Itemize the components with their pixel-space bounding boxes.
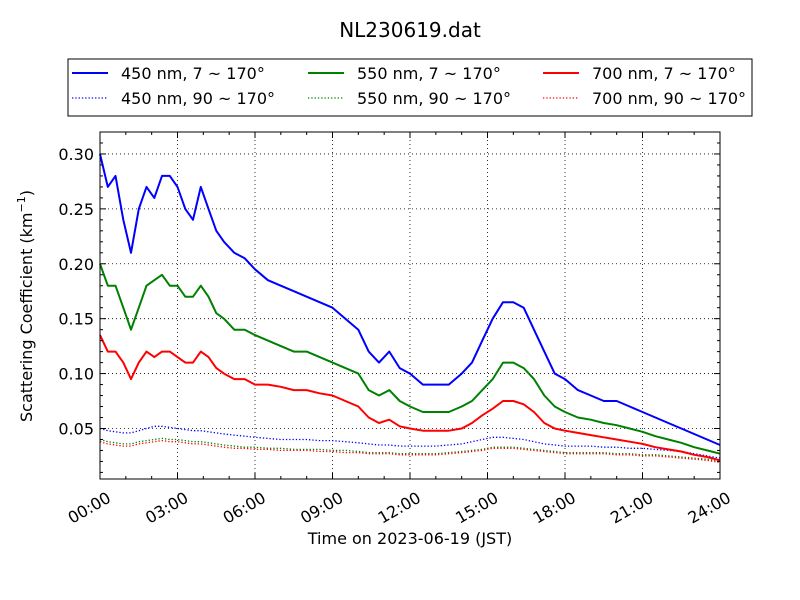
y-tick-label: 0.25 [58,200,94,219]
y-tick-label: 0.30 [58,145,94,164]
y-tick-labels: 0.05 0.10 0.15 0.20 0.25 0.30 [58,145,94,439]
x-tick-label: 06:00 [220,488,269,528]
x-axis-title: Time on 2023-06-19 (JST) [307,529,512,548]
y-axis-title-exponent: −1 [15,196,28,212]
chart-title: NL230619.dat [339,18,481,42]
series-line-3 [99,437,721,463]
x-tick-label: 03:00 [142,488,191,528]
y-tick-label: 0.05 [58,419,94,438]
series-layer [99,153,721,464]
x-tick-label: 24:00 [685,488,734,528]
legend-frame [67,58,753,117]
x-tick-label: 15:00 [452,488,501,528]
series-line-1 [99,425,721,459]
series-line-4 [99,334,721,462]
x-tick-label: 18:00 [530,488,579,528]
plot-background [100,132,720,479]
series-line-0 [99,153,721,446]
y-tick-label: 0.15 [58,310,94,329]
y-tick-label: 0.20 [58,255,94,274]
legend-label-5: 700 nm, 90 ~ 170° [592,89,746,108]
y-axis-title-close: ) [17,190,36,196]
x-tick-labels: 00:00 03:00 06:00 09:00 12:00 15:00 18:00 21:00… [65,488,734,528]
y-axis-title-main: Scattering Coefficient (km [17,212,36,422]
grid-lines [100,132,720,479]
y-tick-label: 0.10 [58,365,94,384]
legend-label-2: 550 nm, 7 ~ 170° [357,64,501,83]
legend-label-1: 450 nm, 90 ~ 170° [121,89,275,108]
legend-label-3: 550 nm, 90 ~ 170° [357,89,511,108]
series-line-2 [99,263,721,455]
y-axis-title: Scattering Coefficient (km−1) [15,190,36,422]
series-line-5 [99,439,721,464]
x-tick-label: 12:00 [375,488,424,528]
plot-area [99,131,721,480]
chart-legend: 450 nm, 7 ~ 170° 450 nm, 90 ~ 170° 550 nm,… [67,58,753,117]
x-tick-label: 00:00 [65,488,114,528]
x-tick-label: 21:00 [607,488,656,528]
axis-ticks [99,132,721,479]
legend-label-4: 700 nm, 7 ~ 170° [592,64,736,83]
legend-label-0: 450 nm, 7 ~ 170° [121,64,265,83]
x-tick-label: 09:00 [297,488,346,528]
